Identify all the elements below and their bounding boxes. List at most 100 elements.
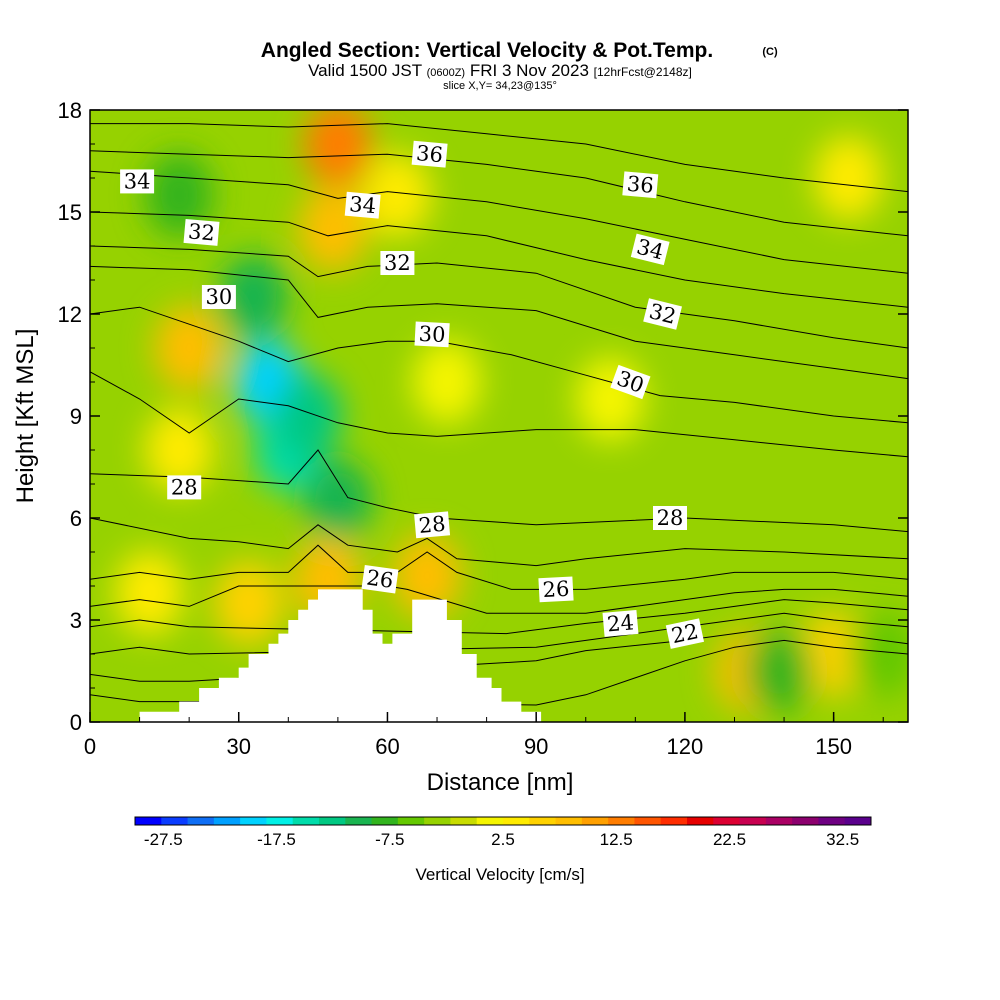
isentrope-line-15 [90,123,908,193]
isentrope-label-5: 34 [344,191,381,219]
isentrope-label-text: 28 [418,512,447,538]
colorbar-swatch-20 [660,817,688,825]
isentrope-label-text: 22 [669,619,700,648]
colorbar-tick-label-3: 2.5 [491,830,515,849]
colorbar-tick-label-0: -27.5 [144,830,183,849]
isentrope-label-box [643,298,682,330]
colorbar-swatch-17 [581,817,609,825]
isentrope-label-15: 26 [538,576,574,603]
velocity-cell-10 [363,153,432,237]
subtitle-forecast: [12hrFcst@2148z] [594,65,692,79]
isentrope-line-0 [90,639,908,706]
isentrope-line-9 [90,306,908,424]
isentrope-label-text: 26 [365,565,395,592]
isentrope-label-box [414,511,451,539]
colorbar-swatch-0 [135,817,162,825]
colorbar-swatch-25 [792,817,819,825]
colorbar-swatch-10 [397,817,425,825]
isentrope-label-10: 36 [622,171,659,199]
isentrope-line-11 [90,245,908,349]
isentrope-line-8 [90,371,908,458]
isentrope-label-8: 28 [414,511,451,539]
colorbar-swatch-11 [424,817,451,825]
isentrope-label-6: 32 [380,251,415,275]
isentrope-label-text: 36 [626,172,655,198]
velocity-cell-4 [303,459,372,543]
velocity-cell-15 [115,550,184,635]
isentrope-label-box [622,171,659,199]
x-tick-label-2: 60 [375,734,399,759]
isentrope-label-text: 28 [171,475,198,499]
velocity-cell-2 [219,255,288,339]
isentrope-label-box [653,506,687,530]
isentrope-label-box [120,169,155,194]
isentrope-label-box [602,609,639,637]
colorbar-swatch-2 [187,817,215,825]
velocity-cell-9 [145,408,214,492]
velocity-cell-14 [393,533,462,618]
isentrope-line-1 [90,626,908,682]
chart-subtitle: Valid 1500 JST (0600Z) FRI 3 Nov 2023 [1… [308,61,692,80]
velocity-cell-11 [412,340,481,424]
y-tick-label-5: 15 [58,200,82,225]
x-tick-label-3: 90 [524,734,548,759]
y-tick-label-2: 6 [70,506,82,531]
colorbar-swatch-16 [555,817,583,825]
isentrope-label-0: 34 [120,169,155,194]
y-tick-label-1: 3 [70,608,82,633]
x-axis-ticks: 0 30 60 90 120 150 [84,712,884,759]
isentrope-label-box [344,191,381,219]
isentrope-lines [90,123,908,706]
colorbar-swatch-21 [687,817,714,825]
isentrope-line-5 [90,544,908,590]
velocity-cell-21 [814,136,883,220]
isentrope-label-text: 36 [415,141,444,167]
colorbar-swatch-26 [818,817,846,825]
isentrope-label-box [411,140,448,168]
isentrope-label-box [183,218,220,246]
isentrope-line-10 [90,265,908,380]
velocity-cell-20 [849,612,908,696]
x-tick-label-0: 0 [84,734,96,759]
subtitle-valid-time: Valid 1500 JST [308,61,422,80]
isentrope-line-4 [90,585,908,614]
subtitle-utc-time: (0600Z) [427,67,466,79]
velocity-cell-3 [274,374,343,458]
colorbar-swatch-18 [608,817,635,825]
velocity-cell-19 [745,629,814,713]
isentrope-label-2: 30 [201,285,236,309]
colorbar-label: Vertical Velocity [cm/s] [415,865,584,884]
colorbar-tick-label-2: -7.5 [375,830,404,849]
colorbar-swatch-12 [450,817,478,825]
colorbar-swatch-15 [529,817,557,825]
copyright-mark: (C) [762,46,778,58]
isentrope-line-13 [90,170,908,274]
colorbar-swatch-9 [371,817,399,825]
colorbar-swatch-6 [292,817,320,825]
colorbar-tick-label-6: 32.5 [826,830,859,849]
isentrope-label-text: 34 [348,192,377,218]
velocity-cell-18 [799,612,868,696]
colorbar-frame [134,816,872,826]
isentrope-label-box [538,576,574,603]
y-tick-label-3: 9 [70,404,82,429]
isentrope-label-box [630,233,670,266]
isentrope-label-text: 30 [418,322,446,347]
colorbar: -27.5 -17.5 -7.5 2.5 12.5 22.5 32.5 [134,816,872,849]
isentrope-label-4: 36 [411,140,448,168]
slice-info: slice X,Y= 34,23@135° [443,80,557,92]
colorbar-swatch-24 [765,817,793,825]
isentrope-line-7 [90,449,908,533]
velocity-cell-16 [214,561,283,645]
x-axis-label: Distance [nm] [427,769,574,796]
x-tick-label-1: 30 [226,734,250,759]
colorbar-tick-label-5: 22.5 [713,830,746,849]
y-axis-label: Height [Kft MSL] [12,329,39,504]
y-tick-label-4: 12 [58,302,82,327]
x-tick-label-4: 120 [667,734,704,759]
colorbar-swatch-14 [503,817,530,825]
isentrope-label-7: 30 [414,321,450,348]
isentrope-label-16: 24 [602,609,639,637]
velocity-cell-12 [576,357,645,441]
